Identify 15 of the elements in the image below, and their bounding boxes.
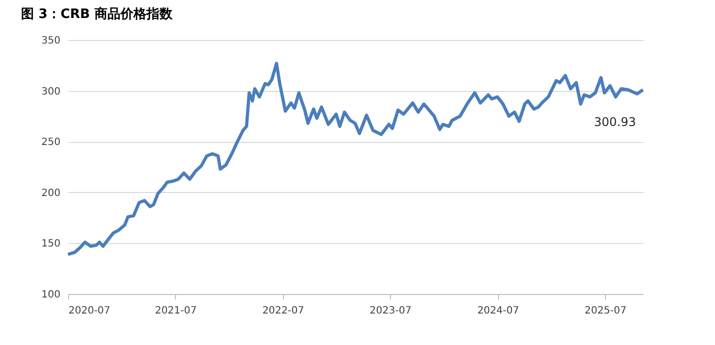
x-tick-label: 2025-07 [584,306,626,316]
x-tick-label: 2021-07 [154,306,197,316]
line-series [66,62,645,256]
y-tick-label: 150 [41,238,60,250]
y-tick-label: 100 [41,290,60,300]
y-tick-label: 250 [41,137,60,148]
y-tick-label: 350 [41,36,60,46]
x-tick-label: 2023-07 [370,306,412,316]
chart-title: 图 3：CRB 商品价格指数 [20,6,174,22]
annotation: 300.93 [594,114,636,129]
y-tick-label: 300 [41,86,60,98]
y-tick-label: 200 [41,188,60,199]
x-tick-label: 2020-07 [68,306,110,316]
x-tick-label: 2022-07 [262,306,304,316]
x-tick-label: 2024-07 [477,306,520,316]
